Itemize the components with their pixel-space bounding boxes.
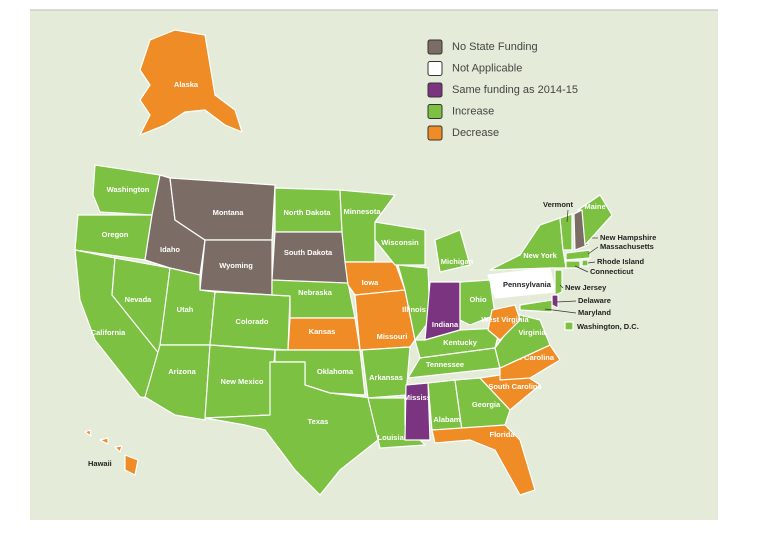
state-label: New Mexico — [221, 377, 264, 386]
state — [374, 221, 426, 266]
legend: No State Funding Not Applicable Same fundi… — [427, 39, 578, 141]
state — [565, 249, 591, 261]
state-label: Oregon — [102, 230, 129, 239]
state-label: Alaska — [174, 80, 199, 89]
state — [397, 264, 431, 341]
state — [404, 382, 431, 441]
state — [487, 304, 521, 341]
state — [454, 377, 511, 431]
state — [204, 361, 379, 496]
state-label: Nebraska — [298, 288, 333, 297]
state-label: Colorado — [236, 317, 269, 326]
state-label: Hawaii — [88, 459, 112, 468]
state-label: Indiana — [432, 320, 459, 329]
state-label: Maine — [584, 202, 605, 211]
state-label: Mississippi — [404, 393, 444, 402]
state — [559, 213, 573, 251]
state-label: West Virginia — [481, 315, 529, 324]
state-label: Alabama — [433, 415, 465, 424]
state-label: Idaho — [160, 245, 180, 254]
leader-line — [566, 209, 569, 223]
states: Alaska Hawaii Washington Oregon California Ne… — [74, 29, 656, 496]
state-label: Maryland — [578, 308, 611, 317]
legend-label: Same funding as 2014-15 — [452, 84, 578, 96]
state-label: Arkansas — [369, 373, 403, 382]
state-label: Connecticut — [590, 267, 634, 276]
state — [551, 294, 559, 309]
legend-swatch — [427, 82, 443, 98]
leader-line — [587, 246, 599, 255]
state-label: New Jersey — [565, 283, 607, 292]
state-label: South Dakota — [284, 248, 333, 257]
state-label: Delaware — [578, 296, 611, 305]
state — [434, 229, 471, 273]
state-label: Missouri — [377, 332, 408, 341]
state-label: Oklahoma — [317, 367, 354, 376]
state-label: Georgia — [472, 400, 501, 409]
legend-label: No State Funding — [452, 41, 538, 53]
state-label: Virginia — [518, 328, 546, 337]
state-label: Montana — [213, 208, 245, 217]
state-label: Vermont — [543, 200, 574, 209]
state-label: Washington — [107, 185, 150, 194]
state-label: Kansas — [309, 327, 336, 336]
legend-swatch — [427, 125, 443, 141]
state-label: New York — [523, 251, 557, 260]
state-label: Michigan — [441, 257, 474, 266]
state-label: Utah — [177, 305, 194, 314]
legend-swatch — [427, 39, 443, 55]
state — [92, 164, 161, 216]
state — [581, 259, 589, 267]
leader-line — [556, 300, 577, 303]
state-label: Louisiana — [377, 433, 413, 442]
state — [564, 321, 574, 331]
state — [565, 260, 581, 269]
state — [431, 424, 536, 496]
state-label: Pennsylvania — [503, 280, 552, 289]
leader-line — [574, 265, 589, 273]
state — [459, 279, 496, 326]
state-label: North Carolina — [502, 353, 555, 362]
state-label: Ohio — [469, 295, 486, 304]
legend-label: Increase — [452, 105, 494, 117]
legend-swatch — [427, 104, 443, 119]
leader-line — [559, 284, 564, 289]
state — [271, 231, 349, 286]
state-label: South Carolina — [488, 382, 542, 391]
state-label: Kentucky — [443, 338, 478, 347]
state-label: North Dakota — [283, 208, 331, 217]
state-label: Wyoming — [219, 261, 253, 270]
state-label: New Hampshire — [600, 233, 656, 242]
state-label: Tennessee — [426, 360, 464, 369]
state — [577, 194, 613, 246]
state-label: Arizona — [168, 367, 196, 376]
state — [84, 429, 139, 476]
leader-line — [587, 261, 596, 264]
legend-label: Decrease — [452, 127, 499, 139]
state — [554, 269, 563, 296]
state-label: Rhode Island — [597, 257, 645, 266]
legend-label: Not Applicable — [452, 62, 522, 74]
state-label: Texas — [308, 417, 329, 426]
state — [354, 289, 416, 351]
state-label: Massachusetts — [600, 242, 654, 251]
legend-swatch — [427, 61, 443, 76]
leader-line — [544, 308, 577, 314]
state-label: Illinois — [402, 305, 426, 314]
state-label: Minnesota — [343, 207, 381, 216]
state-label: Wisconsin — [381, 238, 419, 247]
state — [139, 29, 243, 136]
state — [519, 299, 553, 313]
state-label: California — [91, 328, 126, 337]
state-label: Washington, D.C. — [577, 322, 639, 331]
state-label: Iowa — [362, 278, 379, 287]
state-label: Florida — [489, 430, 515, 439]
state-label: Nevada — [125, 295, 153, 304]
